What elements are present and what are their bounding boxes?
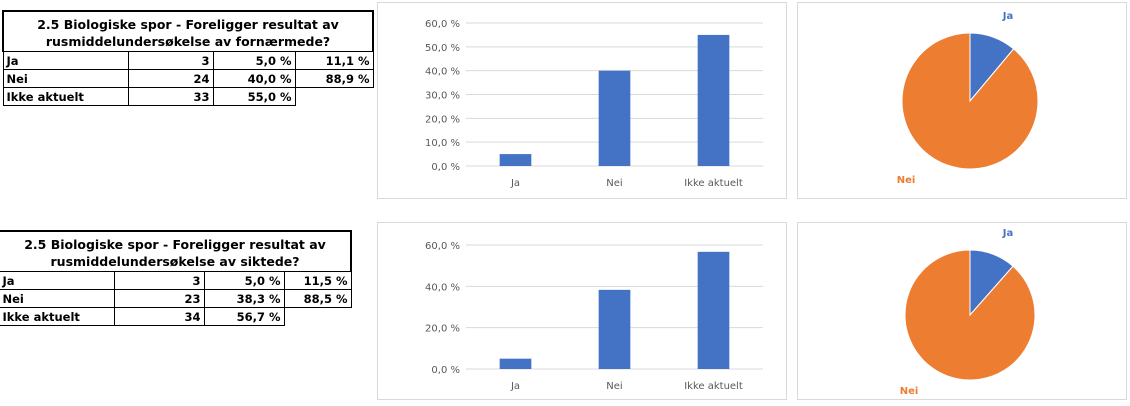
y-tick-label: 0,0 % (431, 162, 460, 173)
row-pct: 40,0 % (212, 69, 296, 88)
y-tick-label: 0,0 % (431, 365, 460, 376)
y-tick-label: 60,0 % (425, 19, 460, 30)
row-label: Ikke aktuelt (0, 307, 115, 326)
table-title: 2.5 Biologiske spor - Foreligger resulta… (0, 230, 353, 272)
row-pct2: 11,1 % (294, 51, 374, 70)
pie-slice (901, 32, 1039, 170)
row-count: 33 (127, 87, 214, 106)
table-row: Ja 3 5,0 % 11,1 % (2, 51, 374, 70)
bar (598, 70, 631, 166)
row-count: 3 (113, 271, 205, 290)
y-tick-label: 10,0 % (425, 138, 460, 149)
x-tick-label: Ja (510, 381, 520, 392)
x-tick-label: Ja (510, 178, 520, 189)
table-row: Nei 24 40,0 % 88,9 % (2, 69, 374, 88)
row-pct2: 88,9 % (294, 69, 374, 88)
table-row: Nei 23 38,3 % 88,5 % (0, 289, 352, 308)
row-pct2-empty (283, 307, 352, 326)
x-tick-label: Ikke aktuelt (684, 381, 743, 392)
row-count: 34 (113, 307, 205, 326)
row-pct: 5,0 % (203, 271, 285, 290)
data-table-siktede: 2.5 Biologiske spor - Foreligger resulta… (0, 230, 353, 326)
pie-chart-panel-1: Ja Nei (797, 2, 1127, 199)
pie-chart-siktede: Ja Nei (900, 228, 1036, 397)
row-count: 23 (113, 289, 205, 308)
row-pct: 55,0 % (212, 87, 296, 106)
row-label: Nei (2, 69, 129, 88)
bar-chart-panel-2: 0,0 % 20,0 % 40,0 % 60,0 % Ja Nei Ikke aktuelt (377, 222, 787, 400)
row-label: Ja (2, 51, 129, 70)
row-pct: 5,0 % (212, 51, 296, 70)
y-tick-label: 60,0 % (425, 241, 460, 252)
data-table-fornaermede: 2.5 Biologiske spor - Foreligger resulta… (2, 10, 374, 106)
bar (499, 154, 532, 166)
table-row: Ja 3 5,0 % 11,5 % (0, 271, 352, 290)
table-title: 2.5 Biologiske spor - Foreligger resulta… (2, 10, 374, 52)
row-pct: 56,7 % (203, 307, 285, 326)
x-tick-label: Nei (606, 381, 622, 392)
bar (697, 251, 730, 369)
pie-label: Ja (1002, 11, 1013, 22)
bar-chart-siktede: 0,0 % 20,0 % 40,0 % 60,0 % Ja Nei Ikke aktuelt (425, 241, 763, 392)
y-tick-label: 40,0 % (425, 282, 460, 293)
table-row: Ikke aktuelt 33 55,0 % (2, 87, 373, 106)
row-pct2: 88,5 % (283, 289, 352, 308)
pie-label: Nei (900, 386, 919, 397)
pie-chart-fornaermede: Ja Nei (897, 11, 1039, 186)
bar-chart-fornaermede: 0,0 % 10,0 % 20,0 % 30,0 % 40,0 % 50,0 % 60,0 … (425, 19, 763, 189)
row-label: Nei (0, 289, 115, 308)
bar (697, 34, 730, 167)
y-tick-label: 20,0 % (425, 324, 460, 335)
row-pct2-empty (294, 87, 373, 106)
x-tick-label: Ikke aktuelt (684, 178, 743, 189)
row-pct2: 11,5 % (283, 271, 352, 290)
bar (499, 358, 532, 369)
y-tick-label: 20,0 % (425, 114, 460, 125)
y-tick-label: 40,0 % (425, 67, 460, 78)
pie-label: Ja (1002, 228, 1013, 239)
row-pct: 38,3 % (203, 289, 285, 308)
y-tick-label: 30,0 % (425, 91, 460, 102)
row-label: Ikke aktuelt (2, 87, 129, 106)
x-tick-label: Nei (606, 178, 622, 189)
pie-slice (904, 249, 1036, 381)
table-row: Ikke aktuelt 34 56,7 % (0, 307, 352, 326)
row-count: 24 (127, 69, 214, 88)
pie-chart-panel-2: Ja Nei (797, 222, 1127, 400)
bar (598, 289, 631, 369)
pie-label: Nei (897, 175, 916, 186)
bar-chart-panel-1: 0,0 % 10,0 % 20,0 % 30,0 % 40,0 % 50,0 % 60,0 … (377, 2, 787, 199)
y-tick-label: 50,0 % (425, 43, 460, 54)
row-label: Ja (0, 271, 115, 290)
row-count: 3 (127, 51, 214, 70)
